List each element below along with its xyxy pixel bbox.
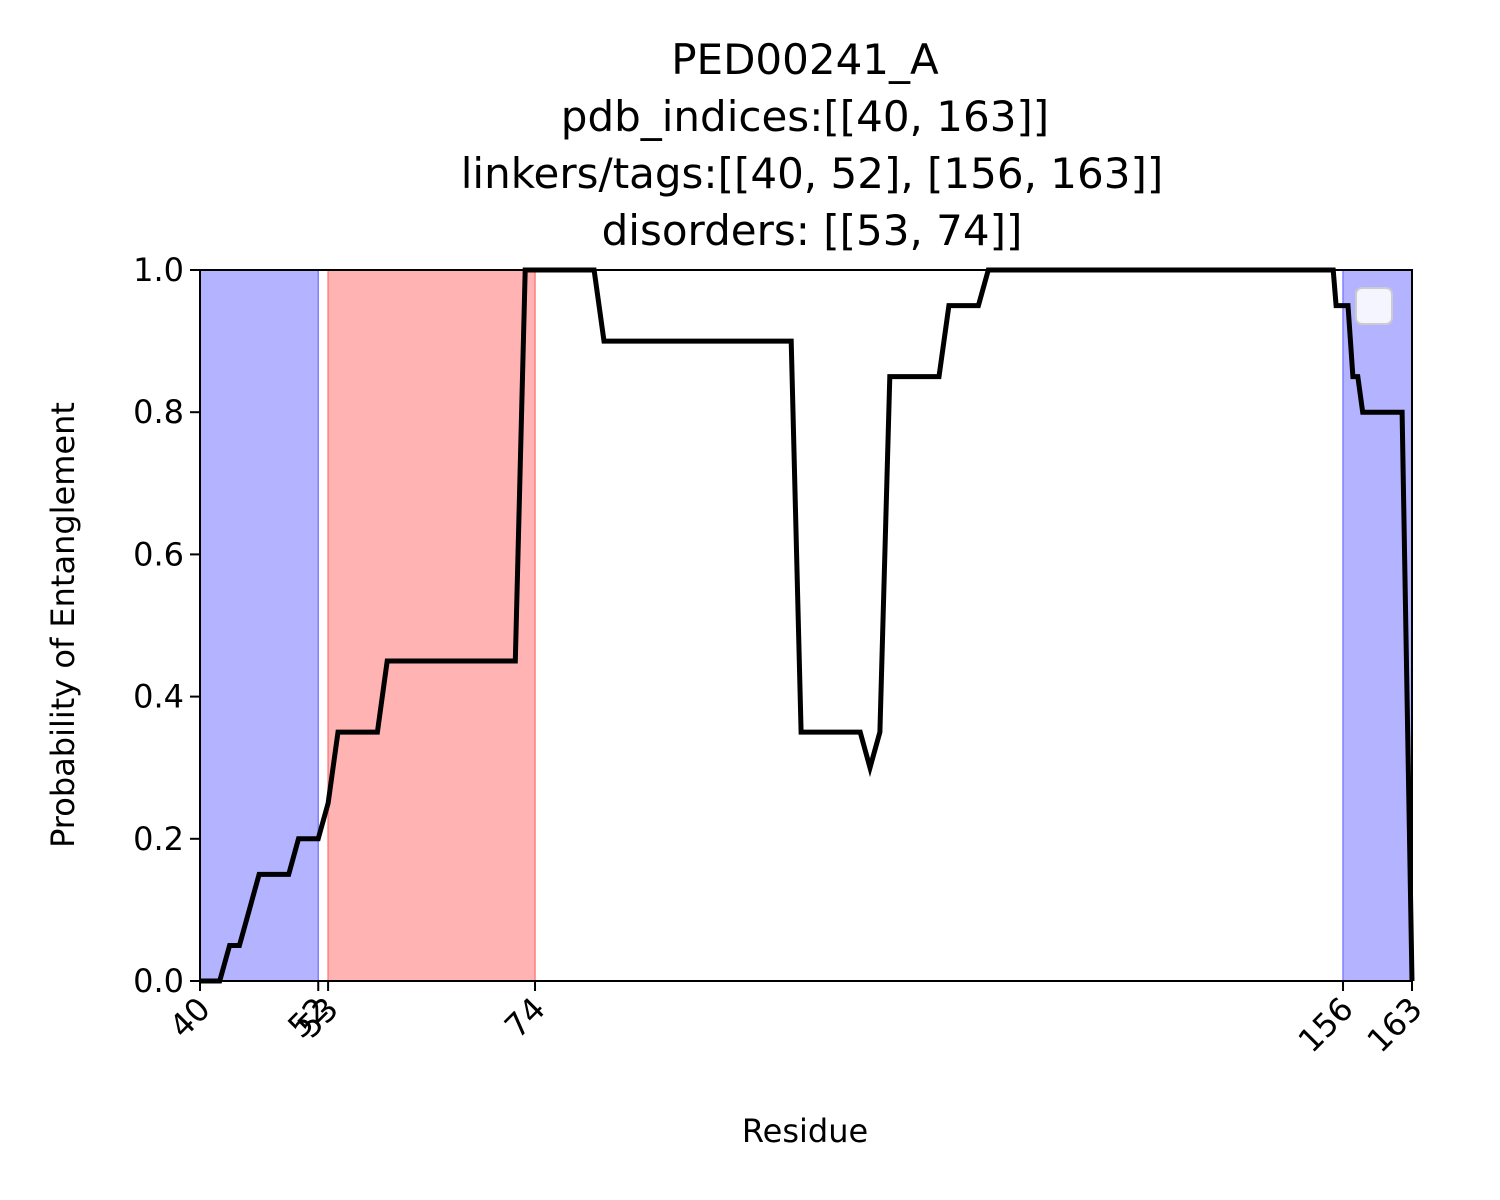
y-tick-label: 0.0 bbox=[133, 962, 184, 1000]
series-line-group bbox=[200, 267, 1415, 984]
x-axis-label: Residue bbox=[742, 1112, 868, 1150]
linker-region bbox=[1343, 270, 1412, 981]
y-tick-label: 0.2 bbox=[133, 820, 184, 858]
chart-subtitle-disorders: disorders: [[53, 74]] bbox=[602, 206, 1023, 255]
y-tick-label: 0.4 bbox=[133, 678, 184, 716]
x-tick-label: 163 bbox=[1360, 990, 1430, 1060]
disorder-region bbox=[328, 270, 536, 981]
x-tick-label: 156 bbox=[1291, 990, 1361, 1060]
x-tick-label: 74 bbox=[497, 990, 553, 1046]
y-axis: 0.0 0.2 0.4 0.6 0.8 1.0 bbox=[133, 251, 200, 1000]
y-tick-label: 0.8 bbox=[133, 393, 184, 431]
legend bbox=[1355, 287, 1393, 325]
entanglement-probability-line bbox=[200, 267, 1415, 984]
chart-subtitle-pdb-indices: pdb_indices:[[40, 163]] bbox=[561, 92, 1049, 141]
plot-area-frame bbox=[199, 269, 1413, 982]
chart-subtitle-linkers-tags: linkers/tags:[[40, 52], [156, 163]] bbox=[461, 149, 1163, 198]
y-axis-label: Probability of Entanglement bbox=[44, 402, 82, 848]
linker-region bbox=[200, 270, 319, 981]
y-tick-label: 0.6 bbox=[133, 535, 184, 573]
chart-title: PED00241_A pdb_indices:[[40, 163]] linke… bbox=[461, 35, 1163, 255]
y-tick-label: 1.0 bbox=[133, 251, 184, 289]
legend-box bbox=[1355, 287, 1393, 325]
chart-title-line: PED00241_A bbox=[671, 35, 939, 84]
shaded-regions bbox=[199, 270, 1413, 981]
